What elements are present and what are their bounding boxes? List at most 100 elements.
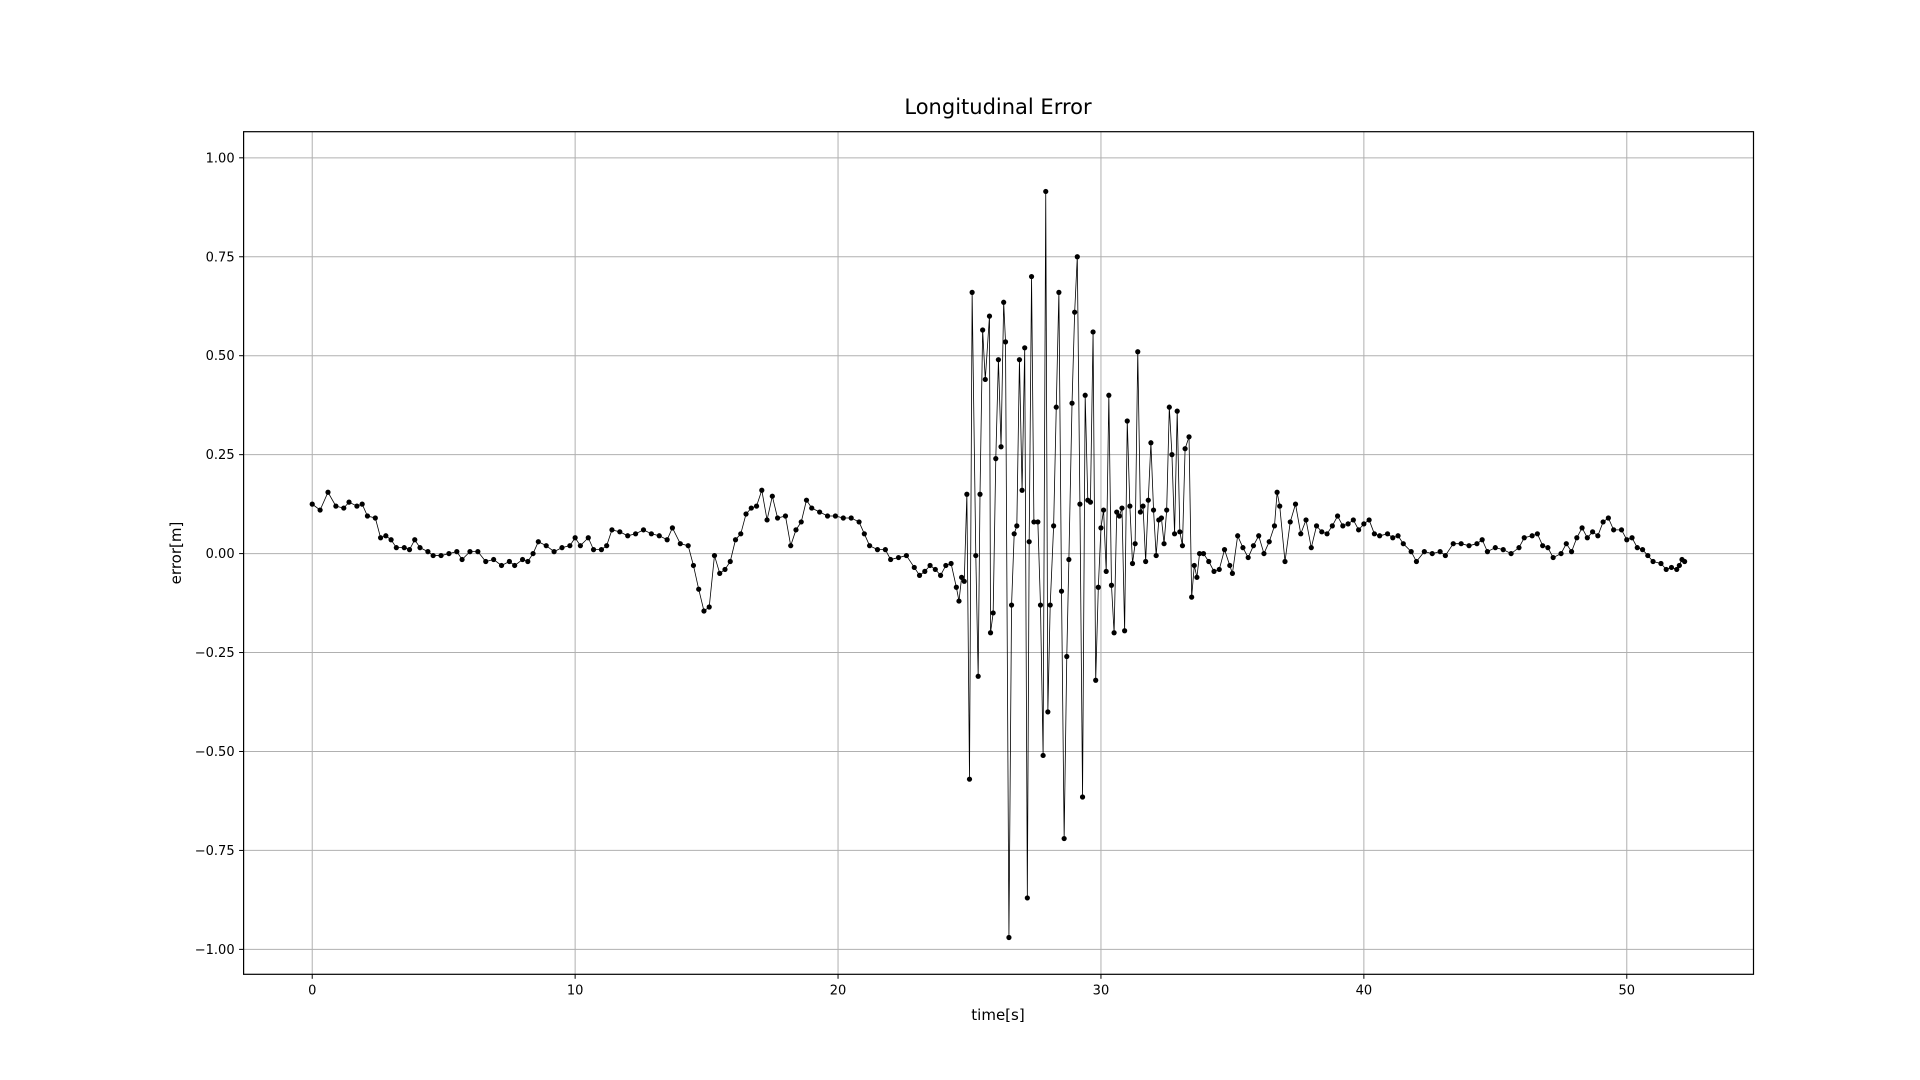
data-point <box>1161 541 1167 547</box>
data-point <box>1137 509 1143 515</box>
data-point <box>1153 552 1159 559</box>
data-point <box>1186 434 1192 440</box>
data-point <box>354 503 360 509</box>
data-point <box>617 529 623 535</box>
data-point <box>1127 503 1133 509</box>
data-point <box>937 572 944 578</box>
data-point <box>973 552 979 559</box>
data-point <box>1206 558 1212 565</box>
data-point <box>1492 545 1498 551</box>
y-tick-label: −0.75 <box>195 844 235 859</box>
data-point <box>1066 556 1072 563</box>
data-point <box>530 550 536 557</box>
data-point <box>732 537 739 543</box>
data-point <box>774 515 781 521</box>
data-point <box>467 549 473 555</box>
data-point <box>1266 539 1272 545</box>
data-point <box>1056 289 1062 295</box>
data-point <box>1584 535 1590 541</box>
data-point <box>346 499 352 505</box>
data-point <box>1098 525 1104 531</box>
data-point <box>1624 537 1630 543</box>
data-point <box>764 517 770 523</box>
data-point <box>1053 404 1059 410</box>
data-point <box>1611 527 1617 533</box>
data-point <box>1064 653 1070 660</box>
data-point <box>861 531 867 537</box>
data-point <box>1568 549 1575 555</box>
data-point <box>975 673 981 679</box>
data-point <box>1529 533 1535 539</box>
data-point <box>1516 545 1522 551</box>
data-point <box>1002 339 1009 345</box>
data-point <box>1319 529 1325 535</box>
data-point <box>888 556 894 563</box>
data-point <box>1090 329 1096 335</box>
data-point <box>633 531 639 537</box>
data-point <box>377 535 384 541</box>
data-point <box>986 313 993 319</box>
data-point <box>969 289 975 295</box>
data-point <box>1334 513 1341 519</box>
data-point <box>1001 299 1007 305</box>
data-point <box>1245 554 1251 561</box>
data-line <box>311 191 1685 938</box>
data-point <box>430 552 436 559</box>
data-point <box>727 558 733 565</box>
data-point <box>1171 531 1178 537</box>
data-point <box>1022 345 1028 351</box>
data-point <box>1229 570 1236 576</box>
data-point <box>1166 404 1172 410</box>
y-tick-label: 0.75 <box>206 250 235 265</box>
data-point <box>1103 568 1109 575</box>
data-point <box>1579 525 1585 531</box>
data-point <box>1135 349 1141 355</box>
data-point <box>1500 547 1506 553</box>
data-point <box>585 535 591 541</box>
y-tick-label: −1.00 <box>195 943 235 958</box>
data-point <box>1016 357 1023 363</box>
data-point <box>609 527 615 533</box>
data-point <box>1211 568 1217 575</box>
data-point <box>1111 630 1117 636</box>
data-point <box>759 487 765 493</box>
data-point <box>1037 602 1044 608</box>
data-point <box>1271 523 1278 529</box>
data-point <box>1429 550 1435 557</box>
data-point <box>1177 529 1183 535</box>
data-point <box>1100 507 1107 513</box>
data-point <box>1550 554 1556 561</box>
data-point <box>1011 531 1017 537</box>
data-point <box>325 489 331 495</box>
data-point <box>406 547 413 553</box>
data-point <box>701 608 707 614</box>
data-point <box>916 572 923 578</box>
data-point <box>1292 501 1299 507</box>
data-point <box>1466 543 1472 549</box>
data-point <box>1261 550 1267 557</box>
data-point <box>1031 519 1037 525</box>
data-point <box>1390 535 1396 541</box>
data-point <box>1072 309 1078 315</box>
y-tick-label: −0.50 <box>195 745 235 760</box>
data-point <box>1474 541 1480 547</box>
data-point <box>1200 550 1207 557</box>
data-point <box>995 357 1002 363</box>
data-point <box>1240 545 1246 551</box>
data-point <box>1250 543 1257 549</box>
data-point <box>696 586 702 592</box>
data-point <box>519 556 526 563</box>
data-point <box>1079 794 1086 800</box>
data-point <box>977 491 983 497</box>
data-point <box>1143 558 1149 565</box>
data-point <box>446 550 452 557</box>
data-point <box>388 537 394 543</box>
data-point <box>1308 545 1314 551</box>
x-tick-label: 40 <box>1356 983 1373 998</box>
data-point <box>993 456 999 462</box>
data-point <box>1164 507 1170 513</box>
data-point <box>1589 529 1596 535</box>
data-point <box>964 491 970 497</box>
data-point <box>932 566 938 573</box>
data-point <box>393 545 399 551</box>
